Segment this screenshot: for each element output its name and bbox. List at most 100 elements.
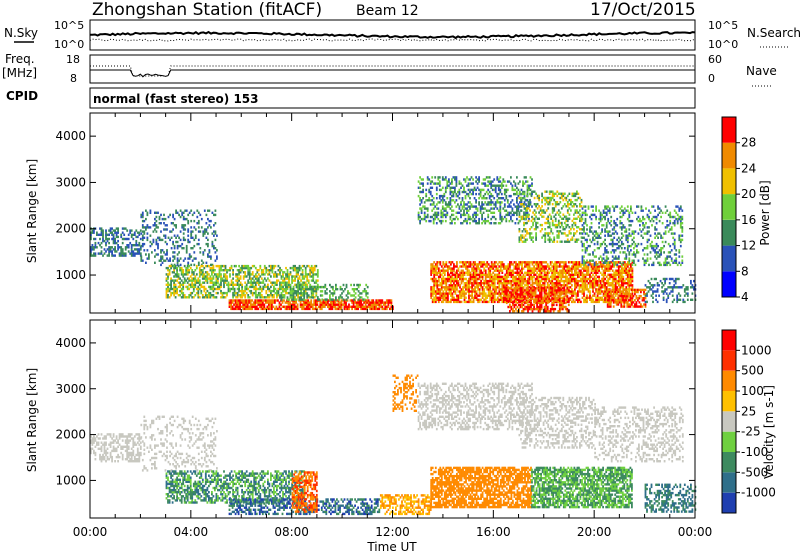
range-gate-cell [445,279,448,283]
range-gate-cell [210,226,212,229]
range-gate-cell [610,296,613,299]
range-gate-cell [472,282,475,285]
range-gate-cell [190,209,193,212]
range-gate-cell [288,273,290,276]
range-gate-cell [605,267,608,270]
range-gate-cell [229,273,231,276]
range-gate-cell [138,252,141,255]
range-gate-cell [268,289,271,293]
range-gate-cell [485,197,488,200]
range-gate-cell [449,182,452,185]
range-gate-cell [540,301,543,305]
noise-tick-top-right: 10^5 [708,19,738,32]
range-gate-cell [457,203,459,206]
range-gate-cell [536,277,538,281]
range-gate-cell [437,284,440,287]
range-gate-cell [209,266,212,270]
range-gate-cell [247,271,250,274]
range-gate-cell [99,244,101,247]
range-gate-cell [103,252,106,255]
range-gate-cell [522,277,525,281]
range-gate-cell [434,290,437,293]
range-gate-cell [546,269,549,272]
range-gate-cell [569,298,572,301]
range-gate-cell [534,267,537,270]
range-gate-cell [189,275,192,278]
range-gate-cell [466,269,469,272]
range-gate-cell [620,292,623,295]
range-gate-cell [445,290,448,293]
range-gate-cell [295,305,297,308]
range-gate-cell [474,282,476,285]
range-gate-cell [557,294,560,297]
range-gate-cell [434,284,437,287]
range-gate-cell [243,305,246,308]
range-gate-cell [111,227,113,230]
range-gate-cell [434,282,437,285]
range-gate-cell [589,273,591,276]
range-gate-cell [457,284,460,287]
range-gate-cell [501,275,504,279]
range-gate-cell [546,299,549,302]
range-gate-cell [549,269,552,272]
range-gate-cell [319,290,322,293]
range-gate-cell [320,305,323,308]
range-gate-cell [466,267,469,270]
range-gate-cell [218,283,221,286]
range-gate-cell [440,296,443,299]
range-gate-cell [208,251,211,254]
range-gate-cell [366,305,369,308]
range-gate-cell [472,261,475,264]
range-gate-cell [546,301,549,305]
range-gate-cell [518,289,520,292]
range-gate-cell [309,266,312,270]
range-gate-cell [182,247,185,250]
range-gate-cell [567,303,570,307]
range-gate-cell [201,277,204,280]
range-gate-cell [212,271,215,274]
range-gate-cell [229,266,231,270]
range-gate-cell [493,184,496,187]
range-gate-cell [430,292,433,295]
range-gate-cell [507,295,510,298]
range-gate-cell [259,296,262,299]
range-gate-cell [439,292,442,295]
range-gate-cell [381,305,384,308]
range-gate-cell [592,298,594,301]
range-gate-cell [543,265,546,268]
range-gate-cell [563,297,566,300]
range-gate-cell [187,222,190,225]
range-gate-cell [360,305,362,308]
range-gate-cell [309,269,312,272]
range-gate-cell [205,213,208,217]
range-gate-cell [319,303,322,306]
range-gate-cell [437,261,440,264]
range-gate-cell [117,235,119,239]
range-gate-cell [275,307,278,311]
range-gate-cell [505,271,508,274]
range-gate-cell [166,251,168,254]
range-gate-cell [333,292,336,295]
range-gate-cell [161,238,164,242]
range-gate-cell [555,269,558,272]
range-gate-cell [551,282,554,285]
range-gate-cell [527,291,529,294]
range-gate-cell [561,271,564,274]
range-gate-cell [626,263,629,266]
range-gate-cell [465,288,467,291]
range-gate-cell [267,277,269,280]
range-gate-cell [510,291,513,294]
range-gate-cell [277,264,280,268]
range-gate-cell [203,281,206,284]
range-gate-cell [592,284,594,287]
range-gate-cell [291,294,293,297]
range-gate-cell [454,275,457,279]
range-gate-cell [558,295,561,298]
range-gate-cell [315,290,318,293]
range-gate-cell [304,269,307,272]
range-gate-cell [450,282,452,285]
range-gate-cell [285,291,287,295]
range-gate-cell [118,252,121,255]
range-gate-cell [527,271,529,274]
range-gate-cell [564,271,567,274]
